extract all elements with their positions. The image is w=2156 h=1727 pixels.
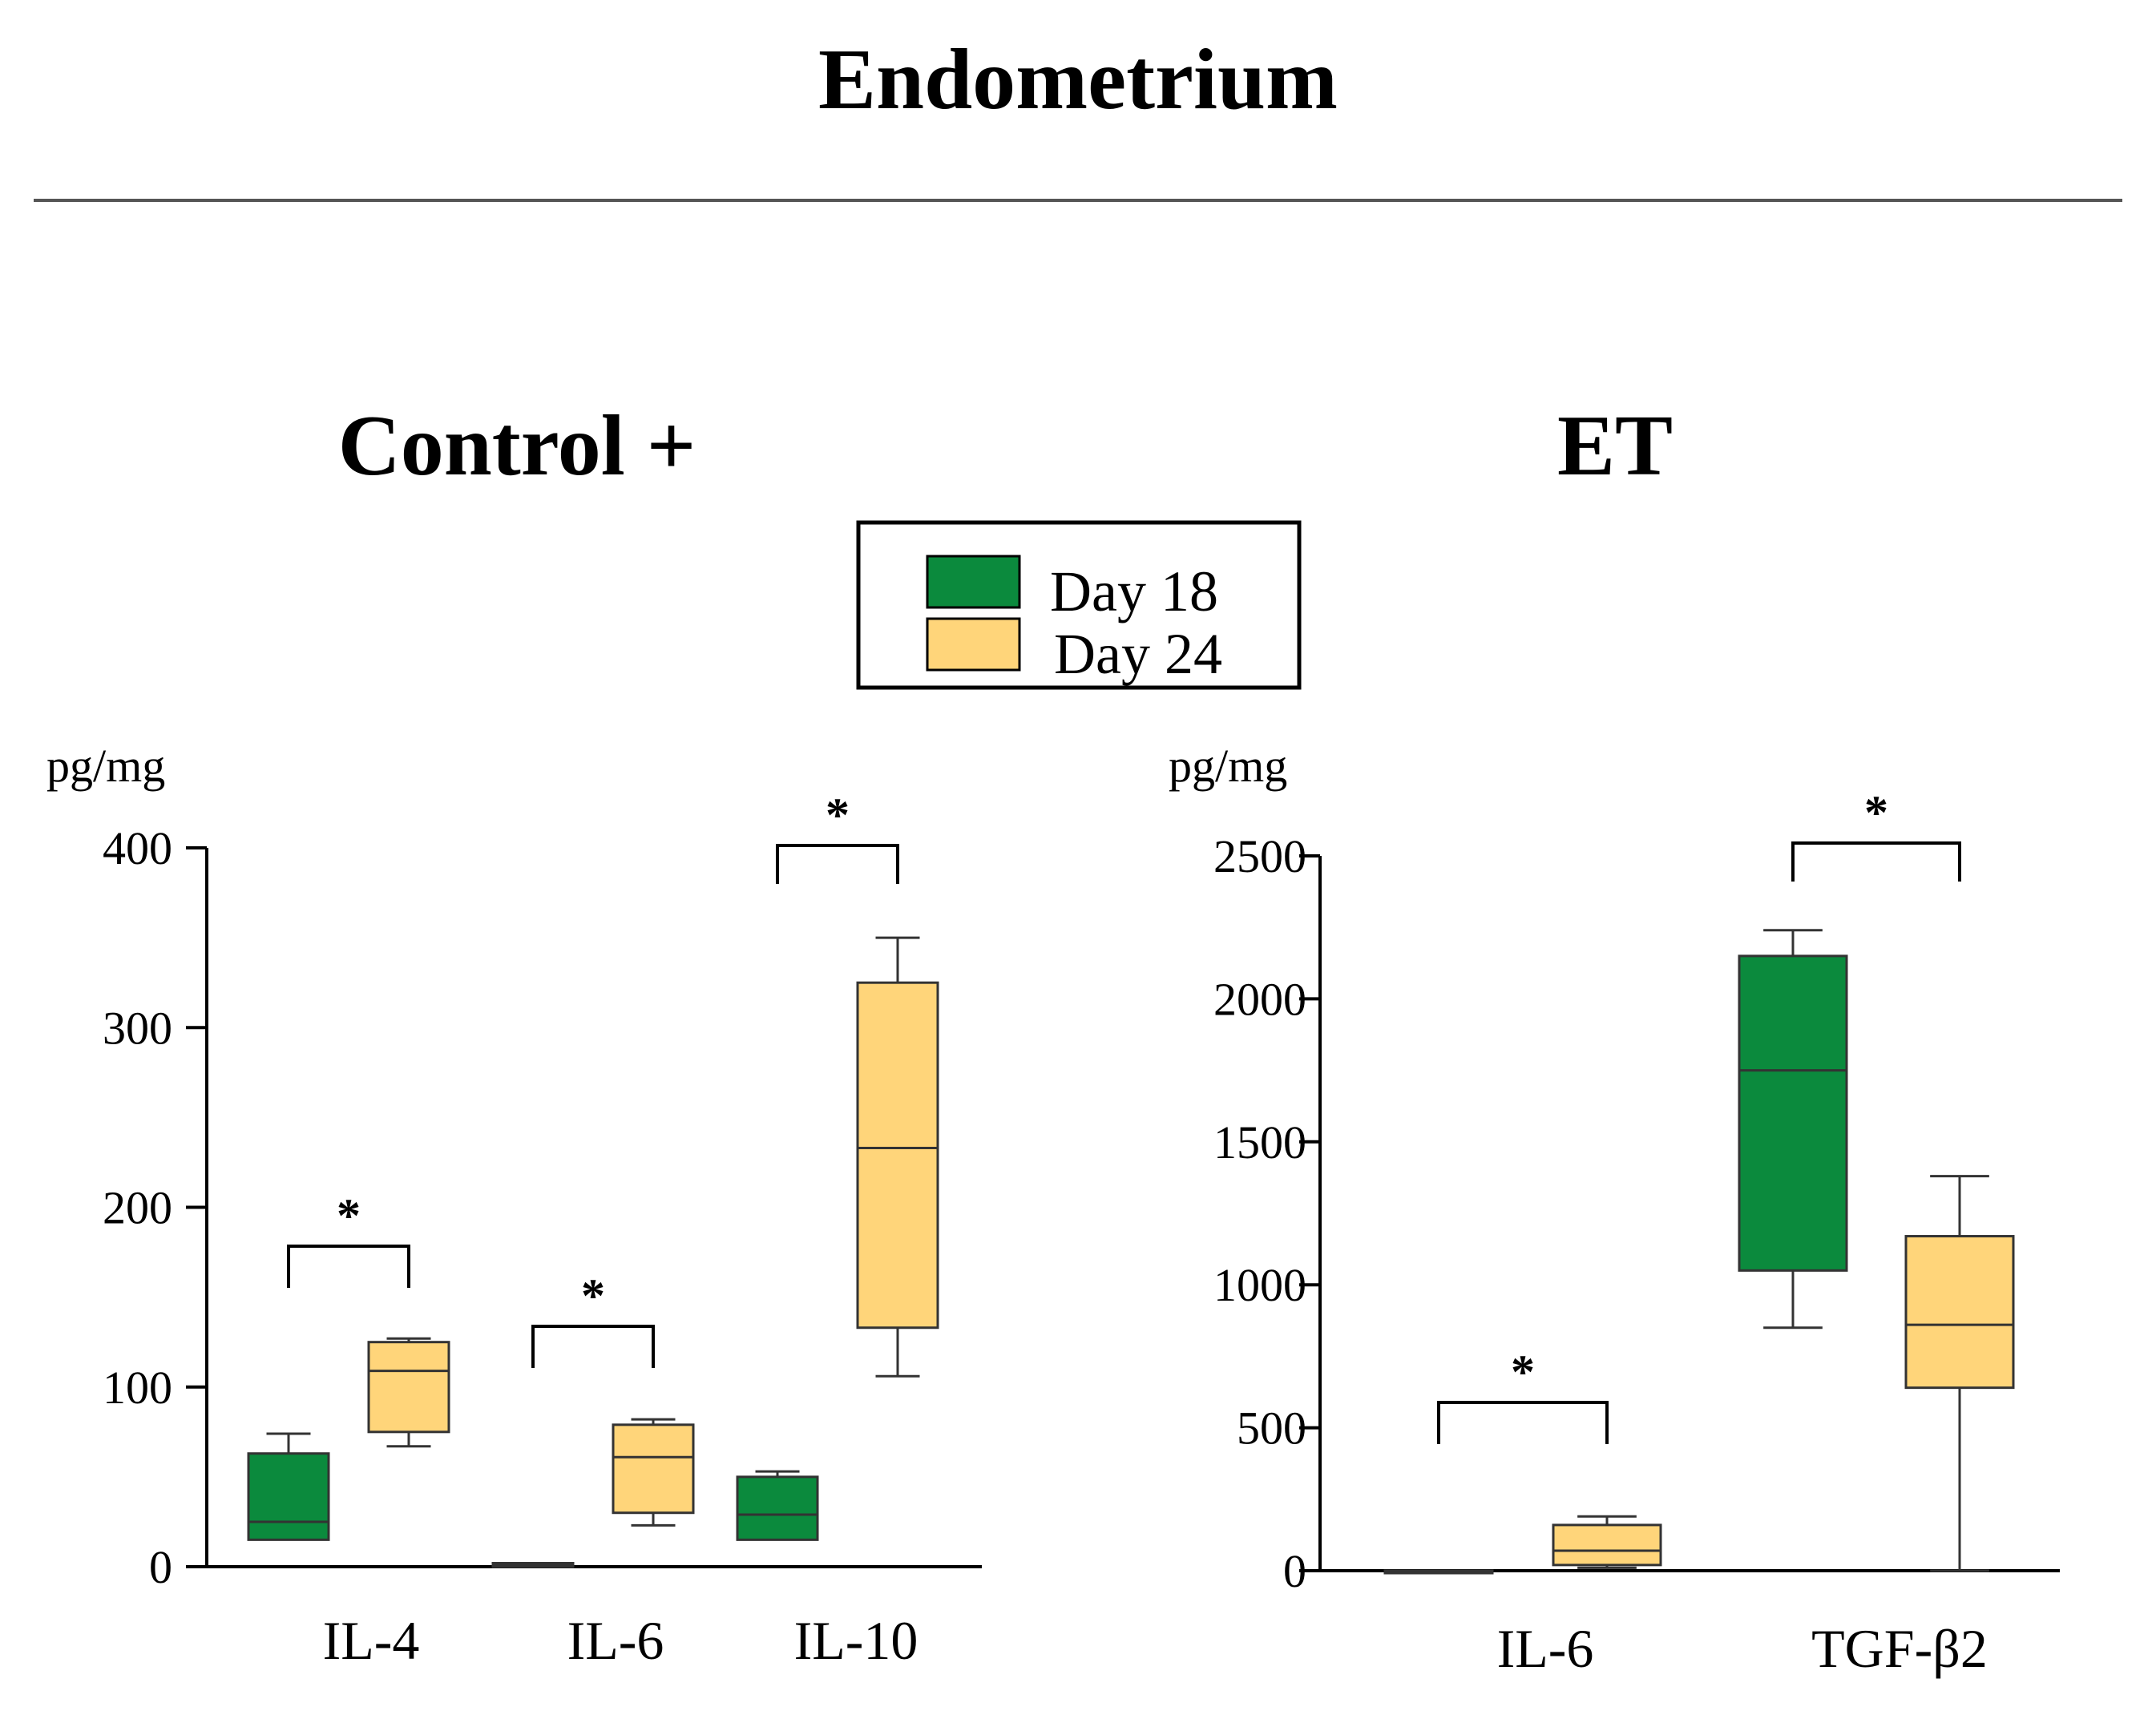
bracket-line: [531, 1325, 655, 1368]
box-day18-il-4: [247, 1432, 330, 1541]
ylabel-et: pg/mg: [1169, 740, 1287, 792]
chart-control: 0 100 200 300 400 IL-4 IL-6 IL-10 * * *: [103, 789, 982, 1671]
box-day24-il-6: [612, 1418, 695, 1527]
box-day24-tgf-β2: [1904, 1175, 2015, 1572]
legend-label-day18: Day 18: [1050, 559, 1218, 623]
significance-star: *: [826, 789, 850, 841]
significance-star: *: [581, 1269, 605, 1322]
chart-et: 0 500 1000 1500 2000 2500 IL-6 TGF-β2 * *: [1213, 786, 2060, 1679]
legend-label-day24: Day 24: [1054, 622, 1222, 686]
significance-bracket-il-6: *: [1437, 1346, 1609, 1444]
y-tick-label: 1500: [1213, 1116, 1306, 1168]
x-tick-label: IL-6: [1497, 1618, 1594, 1679]
y-tick-label: 300: [103, 1002, 172, 1054]
bracket-line: [776, 844, 899, 884]
box-day18-il-6: [1383, 1569, 1494, 1575]
x-tick-label: IL-6: [567, 1610, 664, 1671]
box-day18-tgf-β2: [1738, 929, 1848, 1330]
x-tick-label: IL-4: [323, 1610, 420, 1671]
bracket-line: [287, 1245, 410, 1288]
legend: Day 18 Day 24: [856, 520, 1302, 690]
box-body: [856, 981, 939, 1330]
x-tick-label: IL-10: [794, 1610, 919, 1671]
significance-star: *: [1864, 786, 1888, 839]
panel-title-control: Control +: [338, 398, 696, 494]
box-day18-il-6: [491, 1562, 575, 1568]
y-tick-label: 2000: [1213, 973, 1306, 1025]
x-tick-label: TGF-β2: [1811, 1618, 1988, 1679]
box-body: [1552, 1523, 1662, 1567]
significance-star: *: [337, 1189, 361, 1242]
ylabel-control: pg/mg: [46, 740, 165, 792]
y-tick-label: 0: [1283, 1545, 1306, 1597]
box-day18-il-10: [736, 1470, 819, 1541]
box-body: [736, 1475, 819, 1541]
bracket-line: [1791, 841, 1961, 882]
significance-bracket-il-10: *: [776, 789, 899, 884]
legend-swatch-day24: [926, 617, 1021, 672]
box-body: [1904, 1235, 2015, 1390]
y-tick-label: 0: [149, 1541, 172, 1593]
box-body: [247, 1452, 330, 1541]
legend-swatch-day18: [926, 555, 1021, 609]
y-tick-label: 400: [103, 822, 172, 874]
panel-title-et: ET: [1557, 398, 1673, 494]
figure-title: Endometrium: [818, 32, 1338, 127]
significance-bracket-il-6: *: [531, 1269, 655, 1368]
significance-bracket-il-4: *: [287, 1189, 410, 1288]
bracket-line: [1437, 1401, 1609, 1444]
y-tick-label: 500: [1237, 1402, 1306, 1455]
y-tick-label: 100: [103, 1362, 172, 1414]
box-body: [1738, 954, 1848, 1272]
significance-bracket-tgf-β2: *: [1791, 786, 1961, 882]
y-tick-label: 1000: [1213, 1259, 1306, 1311]
y-tick-label: 200: [103, 1182, 172, 1234]
box-day24-il-10: [856, 936, 939, 1378]
box-body: [367, 1341, 450, 1434]
significance-star: *: [1511, 1346, 1535, 1398]
y-tick-label: 2500: [1213, 830, 1306, 882]
box-day24-il-6: [1552, 1515, 1662, 1569]
box-body: [612, 1423, 695, 1515]
box-day24-il-4: [367, 1337, 450, 1448]
